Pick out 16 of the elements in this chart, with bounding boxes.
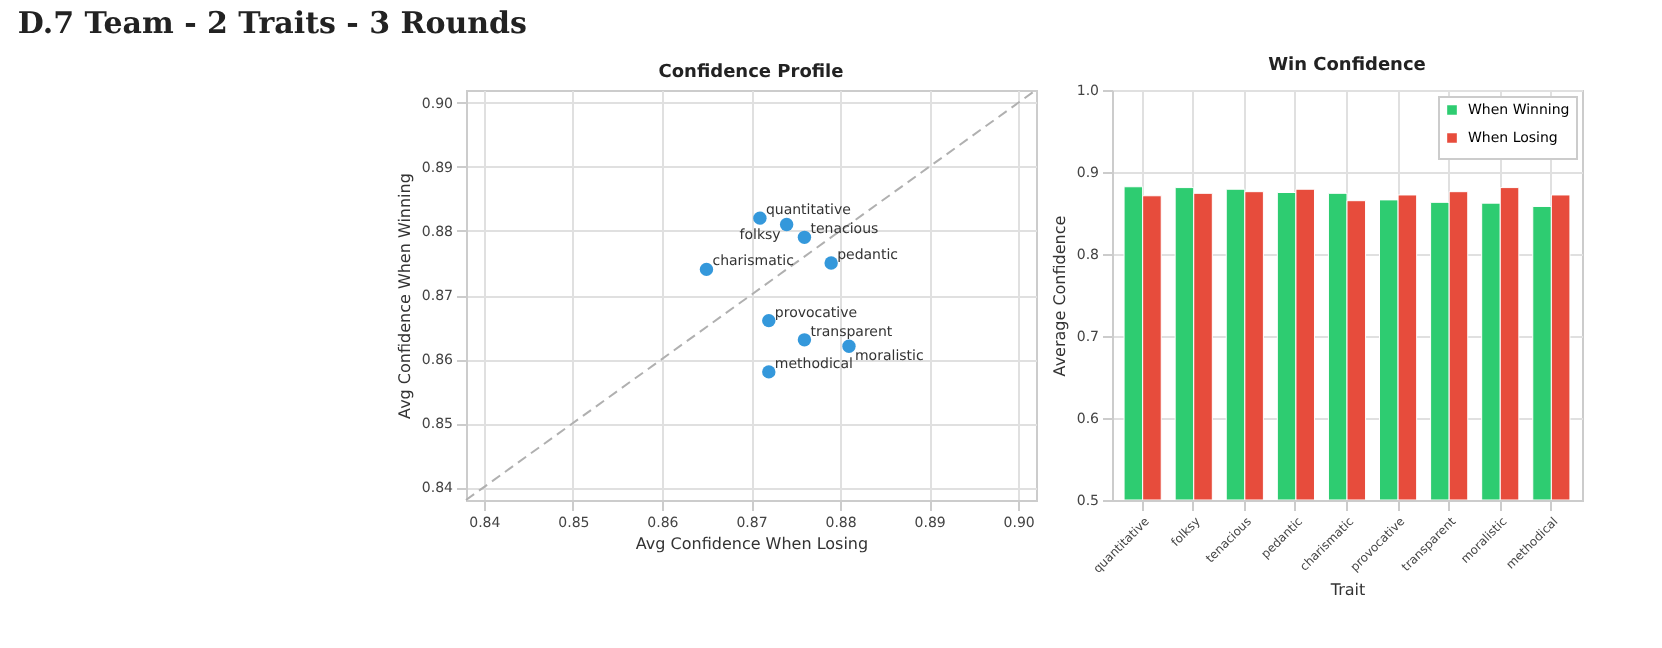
chart-title: Confidence Profile [658, 63, 844, 83]
point [779, 217, 794, 232]
point [824, 256, 838, 270]
y-axis-title: Average Confidence [1050, 215, 1069, 377]
y-axis-title: Avg Confidence When Winning [395, 173, 414, 419]
point [842, 339, 856, 353]
point [762, 365, 776, 379]
point [797, 333, 812, 347]
x-axis-title: Trait [1328, 580, 1366, 599]
chart-title: Win Confidence [1268, 56, 1426, 76]
point [699, 262, 714, 277]
x-axis-title: Avg Confidence When Losing [635, 535, 869, 553]
point [753, 211, 767, 225]
point [762, 313, 776, 328]
text: D.7 Team - 2 Traits - 3 Rounds [17, 5, 527, 41]
point [797, 230, 812, 245]
